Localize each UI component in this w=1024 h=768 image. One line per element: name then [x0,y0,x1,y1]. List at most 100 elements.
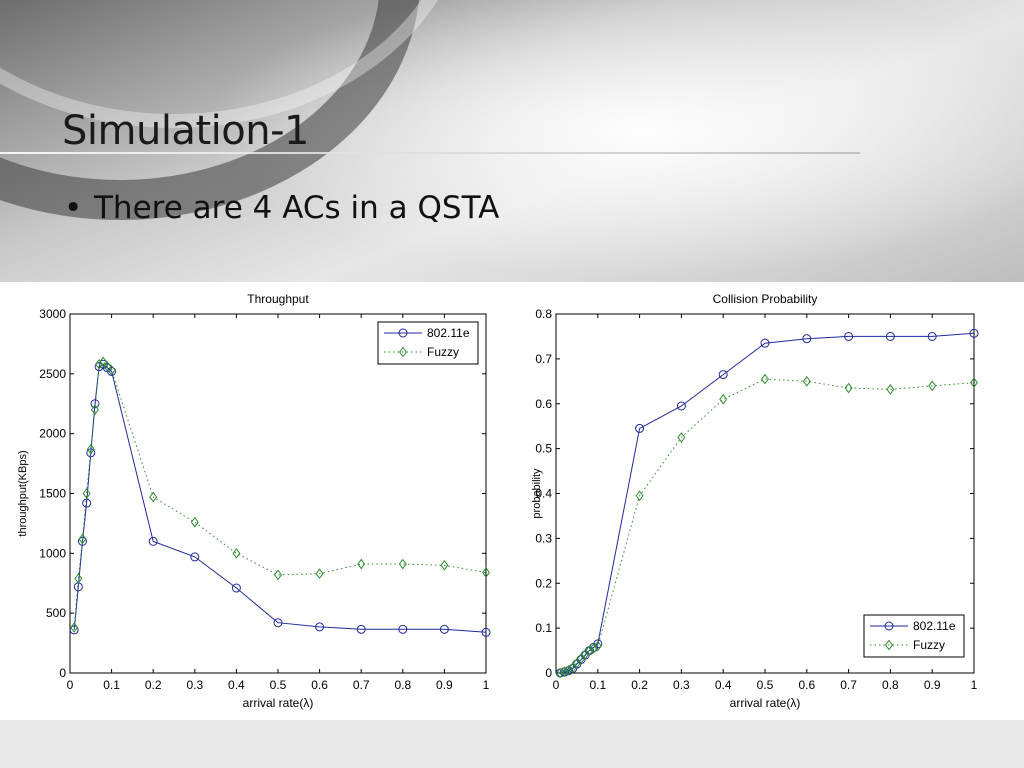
x-tick-label: 0.7 [353,678,370,692]
throughput-chart: Throughput arrival rate(λ) throughput(KBps… [17,292,491,710]
data-point [844,331,854,341]
collision-probability-chart: Collision Probability arrival rate(λ) prob… [531,292,979,710]
data-point [885,331,895,341]
x-tick-label: 0.8 [882,678,899,692]
data-point [718,370,728,380]
data-point [148,536,158,546]
series-Fuzzy [70,356,490,633]
data-point [74,573,83,584]
x-tick-label: 0.8 [394,678,411,692]
y-tick-label: 0.8 [535,307,552,321]
x-tick-label: 0.9 [436,678,453,692]
slide-header-background: Simulation-1 • There are 4 ACs in a QSTA [0,0,1024,282]
legend: 802.11e Fuzzy [863,614,965,658]
data-point [577,653,586,664]
data-point [356,624,366,634]
data-point [398,624,408,634]
y-tick-label: 0.5 [535,442,552,456]
y-tick-label: 0.1 [535,621,552,635]
y-tick-label: 0.6 [535,397,552,411]
x-axis-label: arrival rate(λ) [730,696,801,710]
slide-footer [0,720,1024,768]
data-point [482,567,490,578]
x-tick-label: 0.6 [311,678,328,692]
x-tick-label: 1 [483,678,490,692]
figure-panel: Throughput arrival rate(λ) throughput(KBps… [0,282,1024,720]
legend-box [377,321,479,365]
y-tick-label: 500 [46,606,66,620]
y-tick-label: 2000 [39,427,66,441]
y-tick-label: 0 [545,666,552,680]
series-line [560,378,975,674]
data-point [315,568,324,580]
y-tick-label: 0.2 [535,576,552,590]
x-tick-label: 0.2 [145,678,162,692]
data-point [802,334,812,344]
x-tick-label: 0.2 [631,678,648,692]
data-point [635,490,644,502]
data-point [398,558,407,570]
data-point [103,361,112,372]
data-point [190,516,199,528]
data-point [86,448,96,458]
y-tick-label: 0.7 [535,352,552,366]
legend-marker [398,328,408,338]
data-point [970,377,978,388]
data-point [232,548,241,559]
data-point [635,423,645,433]
series-line [73,363,487,633]
data-point [560,666,569,677]
data-point [69,625,79,635]
series-802.11e [69,359,491,637]
legend-marker [885,639,893,651]
data-point [927,331,937,341]
x-tick-label: 0.1 [589,678,606,692]
data-point [99,356,108,368]
data-point [556,667,565,679]
x-tick-label: 0.5 [757,678,774,692]
data-point [86,443,95,455]
legend-label: Fuzzy [913,638,945,652]
x-tick-label: 0.3 [673,678,690,692]
x-tick-label: 0.9 [924,678,941,692]
data-point [761,373,769,385]
legend-label: Fuzzy [427,345,459,359]
data-point [70,622,79,633]
data-point [95,358,104,370]
y-axis-label: throughput(KBps) [17,450,29,536]
x-tick-label: 0.4 [715,678,732,692]
data-point [78,533,87,545]
x-tick-label: 0.6 [798,678,815,692]
chart-title: Collision Probability [713,292,818,306]
legend-label: 802.11e [427,326,470,340]
y-axis-label: probability [531,468,543,519]
data-point [439,624,449,634]
legend-box [863,614,965,658]
data-point [273,618,283,628]
data-point [677,432,686,443]
chart-title: Throughput [247,292,309,306]
data-point [82,488,91,499]
legend-marker [399,346,407,358]
data-point [844,382,853,394]
y-tick-label: 0.3 [535,531,552,545]
data-point [802,375,811,387]
x-tick-label: 0.3 [186,678,203,692]
data-point [231,583,241,593]
data-point [315,622,325,632]
data-point [886,384,895,395]
data-point [589,642,598,654]
data-point [676,401,686,411]
x-tick-label: 0.1 [103,678,120,692]
y-tick-label: 0 [59,666,66,680]
x-axis-label: arrival rate(λ) [243,696,314,710]
data-point [440,559,449,571]
data-point [149,491,158,503]
slide-title: Simulation-1 [62,108,309,154]
x-tick-label: 0.5 [270,678,287,692]
legend-label: 802.11e [913,619,956,633]
y-tick-label: 1500 [39,487,66,501]
title-divider [0,152,860,154]
data-point [82,498,92,508]
data-point [585,645,594,656]
